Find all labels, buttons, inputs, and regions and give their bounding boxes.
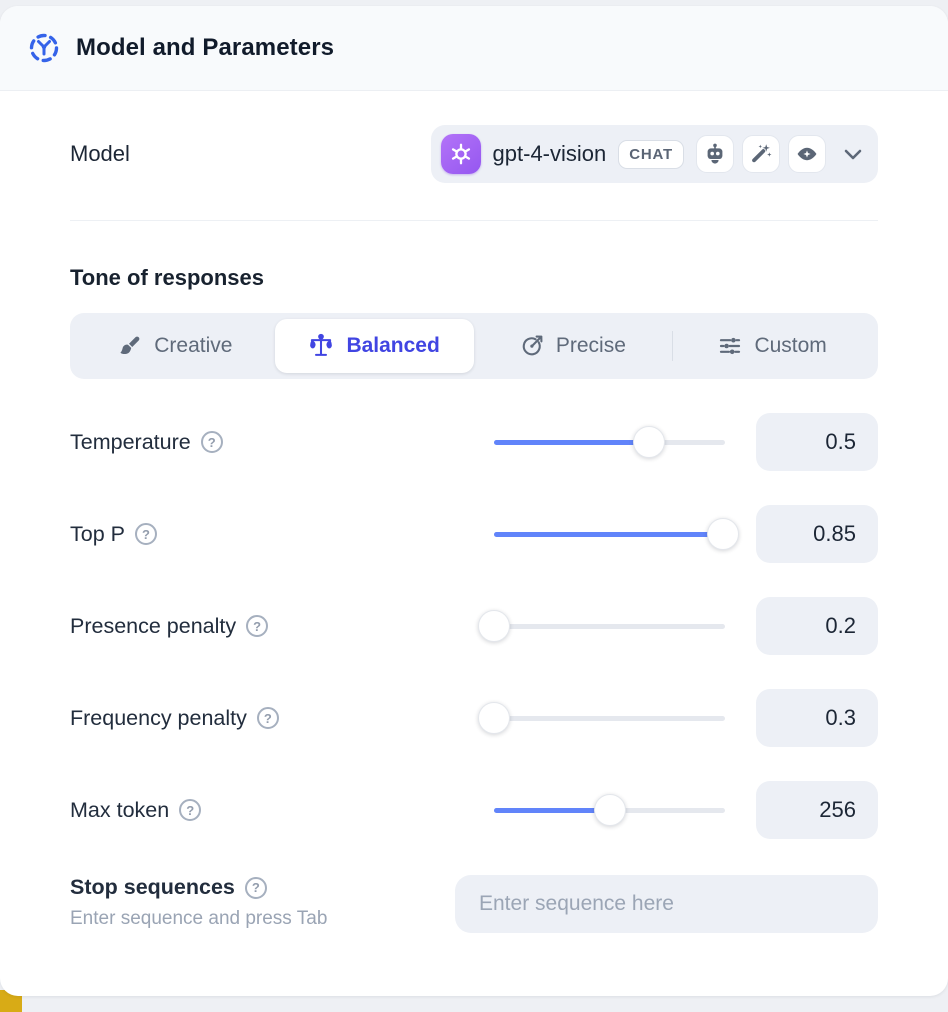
param-label: Presence penalty [70, 613, 237, 638]
tone-option-label: Creative [154, 334, 233, 357]
tone-option-custom[interactable]: Custom [673, 319, 872, 373]
tone-heading: Tone of responses [70, 265, 264, 290]
help-icon[interactable]: ? [179, 799, 202, 821]
slider-thumb[interactable] [593, 794, 626, 826]
model-select-dropdown[interactable]: gpt-4-vision CHAT [430, 125, 878, 183]
panel-body: Model [0, 91, 948, 996]
presence-penalty-slider[interactable] [478, 610, 725, 642]
help-icon[interactable]: ? [246, 615, 269, 637]
panel-header: Model and Parameters [0, 6, 948, 91]
param-row-top-p: Top P ? 0.85 [70, 505, 878, 563]
slider-fill [494, 440, 649, 445]
slider-thumb[interactable] [478, 702, 510, 734]
frequency-penalty-value[interactable]: 0.3 [756, 689, 878, 747]
tone-option-balanced[interactable]: Balanced [274, 319, 474, 373]
tone-option-label: Balanced [346, 334, 440, 357]
param-row-presence-penalty: Presence penalty ? 0.2 [70, 597, 878, 655]
help-icon[interactable]: ? [256, 707, 279, 729]
max-token-slider[interactable] [494, 794, 725, 826]
tone-option-creative[interactable]: Creative [76, 319, 275, 373]
sliders-icon [720, 337, 741, 355]
temperature-slider[interactable] [494, 426, 725, 458]
slider-track [494, 716, 725, 721]
section-divider [70, 220, 878, 221]
slider-thumb[interactable] [478, 610, 510, 642]
stop-sequence-input[interactable] [455, 875, 878, 933]
param-row-frequency-penalty: Frequency penalty ? 0.3 [70, 689, 878, 747]
selected-model-name: gpt-4-vision [492, 141, 607, 166]
model-parameters-panel: Model and Parameters Model [0, 6, 948, 996]
frequency-penalty-slider[interactable] [478, 702, 725, 734]
slider-fill [494, 532, 723, 537]
tone-option-label: Precise [555, 334, 626, 357]
slider-fill [494, 808, 610, 813]
param-row-temperature: Temperature ? 0.5 [70, 413, 878, 471]
presence-penalty-value[interactable]: 0.2 [756, 597, 878, 655]
model-hub-icon [29, 33, 59, 63]
param-label: Max token [70, 797, 170, 822]
model-type-badge: CHAT [618, 139, 684, 169]
param-label: Top P [70, 521, 125, 546]
vision-eye-icon [788, 135, 826, 173]
assistant-robot-icon [696, 135, 734, 173]
balance-scale-icon [310, 333, 333, 356]
tone-segmented-control: Creative Balanced [70, 313, 878, 379]
slider-thumb[interactable] [632, 426, 665, 458]
tone-option-label: Custom [754, 334, 827, 357]
help-icon[interactable]: ? [244, 876, 267, 899]
slider-track [494, 624, 725, 629]
temperature-value[interactable]: 0.5 [756, 413, 878, 471]
stop-sequences-row: Stop sequences ? Enter sequence and pres… [70, 875, 878, 933]
help-icon[interactable]: ? [200, 431, 223, 453]
stop-sequences-hint: Enter sequence and press Tab [70, 908, 328, 929]
slider-thumb[interactable] [706, 518, 739, 550]
target-arrow-icon [522, 335, 543, 356]
panel-title: Model and Parameters [76, 34, 335, 61]
model-label: Model [70, 141, 130, 166]
max-token-value[interactable]: 256 [756, 781, 878, 839]
param-row-max-token: Max token ? 256 [70, 781, 878, 839]
stop-sequences-label: Stop sequences [70, 875, 235, 899]
paintbrush-icon [120, 336, 140, 355]
param-label: Frequency penalty [70, 705, 247, 730]
segment-divider [672, 331, 674, 361]
chevron-down-icon [844, 149, 862, 160]
top-p-value[interactable]: 0.85 [756, 505, 878, 563]
help-icon[interactable]: ? [134, 523, 157, 545]
model-row: Model [70, 125, 878, 183]
param-label: Temperature [70, 429, 191, 454]
openai-logo-icon [440, 134, 481, 174]
top-p-slider[interactable] [494, 518, 739, 550]
tone-option-precise[interactable]: Precise [474, 319, 673, 373]
magic-wand-icon [742, 135, 780, 173]
